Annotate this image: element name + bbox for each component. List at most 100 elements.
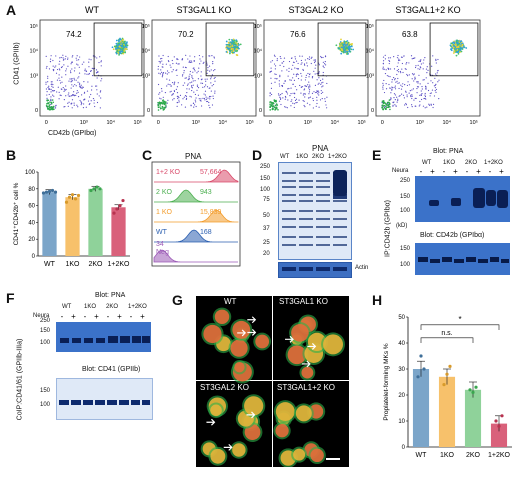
flow-dot: [382, 88, 384, 90]
flow-dot: [202, 97, 204, 99]
histogram-label: 1 KO: [156, 209, 173, 216]
flow-dot: [270, 87, 273, 90]
flow-dot: [64, 89, 66, 91]
arrow-marker: [285, 335, 294, 343]
flow-dot: [460, 47, 463, 50]
flow-dot: [78, 76, 80, 78]
flow-dot: [65, 85, 67, 87]
flow-dot: [205, 98, 208, 100]
flow-dot: [395, 81, 397, 83]
flow-dot: [200, 71, 202, 73]
flow-dot: [300, 92, 302, 94]
flow-dot: [290, 79, 292, 81]
panelE-side-label: IP:CD42b (GPIbα): [384, 200, 392, 257]
flow-dot: [210, 69, 212, 71]
flow-dot: [232, 47, 234, 50]
flow-dot: [176, 92, 179, 94]
data-point: [442, 383, 446, 387]
panelA-x-axis-label: CD42b (GPIbα): [48, 130, 97, 137]
flow-dot: [391, 81, 393, 83]
flow-dot: [70, 78, 72, 80]
data-point: [73, 197, 78, 201]
flow-dot: [324, 60, 326, 63]
flow-dot: [322, 81, 324, 83]
blot-band: [299, 244, 313, 246]
flow-dot: [63, 90, 65, 92]
flow-y-tick: 0: [371, 108, 374, 114]
flow-dot: [294, 67, 296, 69]
flow-dot: [189, 61, 192, 64]
flow-dot: [86, 73, 88, 75]
flow-dot: [191, 76, 193, 78]
panelE-marker-100: 100: [400, 208, 411, 214]
flow-dot: [79, 99, 81, 102]
flow-dot: [392, 76, 395, 79]
blot-band: [333, 210, 347, 212]
flow-dot: [284, 79, 286, 82]
flow-dot: [204, 86, 206, 88]
flow-dot: [210, 76, 212, 78]
flow-dot: [186, 84, 189, 86]
flow-dot: [163, 106, 165, 109]
flow-dot: [92, 68, 94, 70]
flow-dot: [311, 56, 313, 58]
flow-dot: [58, 74, 60, 76]
flow-dot: [392, 104, 394, 106]
flow-dot: [208, 104, 210, 106]
flow-dot: [414, 57, 416, 59]
flow-dot: [200, 75, 202, 77]
flow-dot: [402, 94, 405, 96]
flow-dot: [159, 92, 161, 94]
cell-body: [310, 448, 324, 463]
blot-band: [316, 218, 330, 220]
flow-dot: [85, 106, 87, 108]
data-point: [64, 200, 69, 204]
flow-dot: [84, 73, 86, 75]
flow-dot: [170, 66, 172, 68]
flow-dot: [162, 101, 164, 104]
flow-dot: [274, 104, 277, 107]
y-tick-label: 10: [398, 419, 405, 425]
flow-dot: [77, 77, 79, 79]
flow-dot: [120, 45, 123, 48]
flow-dot: [455, 40, 458, 43]
flow-dot: [325, 104, 327, 106]
flow-dot: [197, 78, 200, 80]
flow-dot: [59, 57, 61, 59]
flow-dot: [171, 59, 173, 62]
flow-dot: [347, 41, 350, 44]
y-tick-label: 40: [398, 341, 405, 347]
flow-dot: [415, 97, 417, 100]
y-tick-label: 50: [398, 315, 405, 321]
flow-dot: [173, 82, 175, 84]
flow-dot: [424, 85, 427, 87]
flow-dot: [422, 105, 425, 107]
flow-dot: [423, 59, 425, 61]
flow-dot: [118, 45, 121, 48]
bar: [464, 389, 482, 447]
flow-dot: [388, 62, 390, 65]
flow-dot: [118, 54, 120, 56]
bar: [65, 197, 80, 256]
flow-dot: [310, 57, 312, 59]
flow-dot: [388, 75, 390, 77]
cell-body: [323, 334, 344, 355]
flow-dot: [50, 83, 52, 85]
flow-dot: [52, 69, 55, 72]
flow-dot: [389, 108, 391, 111]
flow-dot: [275, 99, 277, 102]
flow-y-tick: 10⁴: [366, 48, 375, 55]
data-point: [44, 190, 49, 194]
arrow-marker: [206, 418, 216, 426]
flow-dot: [324, 100, 326, 102]
flow-dot: [189, 82, 191, 84]
flow-dot: [385, 102, 387, 105]
flow-dot: [53, 90, 56, 92]
flow-dot: [191, 85, 193, 87]
neura-sign: -: [130, 312, 133, 321]
flow-dot: [80, 104, 82, 106]
flow-dot: [77, 106, 79, 108]
flow-dot: [185, 77, 187, 79]
flow-dot: [322, 85, 324, 87]
flow-dot: [190, 86, 193, 88]
